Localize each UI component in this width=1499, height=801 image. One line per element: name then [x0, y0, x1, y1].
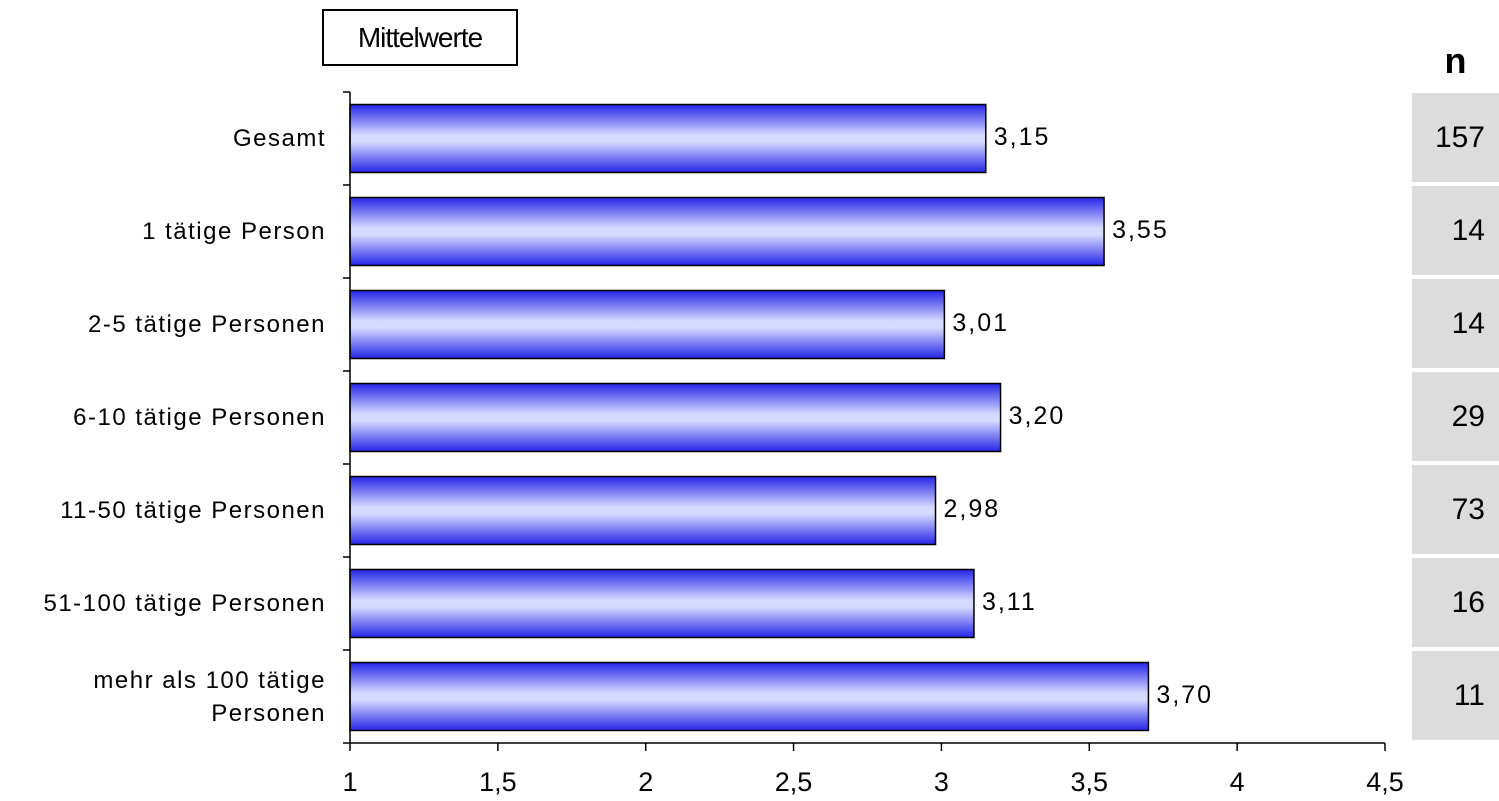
category-label: 51-100 tätige Personen [0, 587, 326, 620]
bar [349, 196, 1105, 267]
bar-value-label: 3,01 [952, 308, 1010, 337]
category-label-line: mehr als 100 tätige [93, 666, 326, 694]
x-tick-label: 4,5 [1366, 767, 1404, 797]
bar [349, 289, 946, 360]
n-value-cell: 11 [1412, 651, 1499, 740]
x-tick-label: 1,5 [479, 767, 517, 797]
bar-value-label: 3,55 [1112, 215, 1169, 244]
bar-value-label: 3,15 [993, 122, 1051, 151]
x-tick-label: 3,5 [1070, 767, 1109, 797]
n-value-cell: 73 [1412, 465, 1499, 554]
x-tick-label: 2 [638, 767, 654, 797]
x-tick-label: 1 [342, 767, 358, 797]
n-value-cell: 29 [1412, 372, 1499, 461]
x-tick-label: 4 [1229, 767, 1245, 797]
category-label: 1 tätige Person [0, 215, 326, 248]
bar-value-label: 3,70 [1156, 680, 1214, 709]
category-label-line: 2-5 tätige Personen [88, 311, 326, 338]
category-label-line: 6-10 tätige Personen [73, 404, 326, 431]
bar [349, 568, 975, 639]
category-label: 6-10 tätige Personen [0, 401, 326, 434]
category-label-line: Gesamt [232, 125, 326, 152]
bar [349, 661, 1150, 732]
category-label-line: 51-100 tätige Personen [43, 590, 326, 617]
bar-value-label: 2,98 [943, 494, 1001, 523]
n-value-cell: 157 [1412, 93, 1499, 182]
x-tick-label: 3 [933, 767, 949, 797]
category-label: mehr als 100 tätige Personen [0, 664, 326, 730]
legend-label: Mittelwerte [357, 21, 483, 53]
n-value-cell: 14 [1412, 279, 1499, 368]
category-label-line: 11-50 tätige Personen [60, 497, 326, 524]
legend-box: Mittelwerte [322, 9, 518, 66]
bar [349, 103, 987, 174]
n-value-cell: 14 [1412, 186, 1499, 275]
bar [349, 382, 1002, 453]
category-label: Gesamt [0, 122, 326, 155]
bar-value-label: 3,11 [981, 587, 1037, 616]
bar-value-label: 3,20 [1008, 401, 1066, 430]
category-label-line: 1 tätige Person [142, 218, 326, 245]
axes-layer [343, 91, 1386, 751]
bars-layer [349, 103, 1150, 732]
x-tick-label: 2,5 [774, 767, 813, 797]
n-column-header: n [1444, 40, 1467, 81]
category-label: 2-5 tätige Personen [0, 308, 326, 341]
n-value-cell: 16 [1412, 558, 1499, 647]
category-label-line: Personen [211, 699, 326, 727]
bar [349, 475, 937, 546]
category-label: 11-50 tätige Personen [0, 494, 326, 527]
